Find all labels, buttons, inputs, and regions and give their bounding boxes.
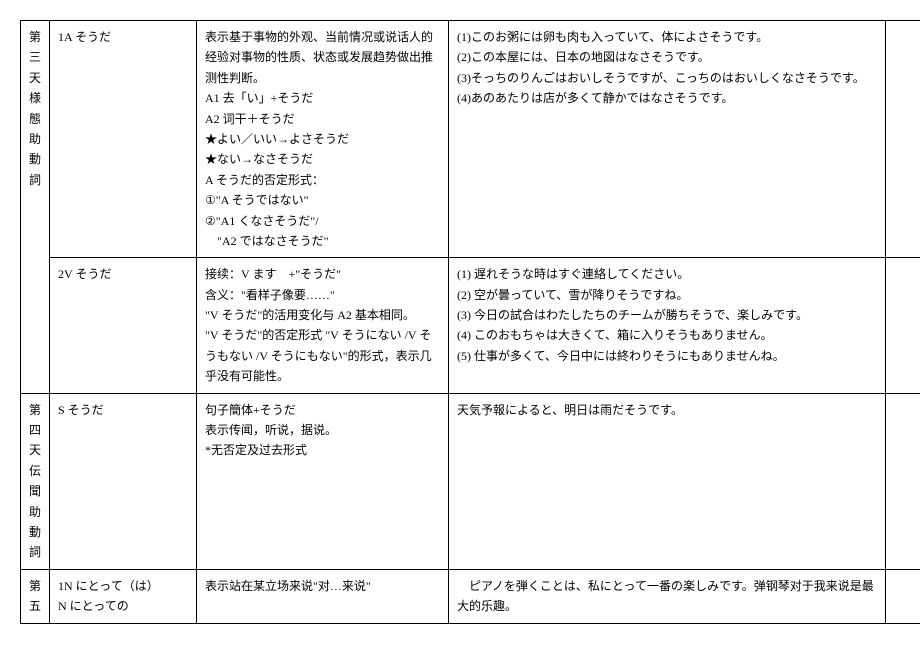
examples-cell: (1) 遅れそうな時はすぐ連絡してください。(2) 空が曇っていて、雪が降りそう… — [449, 258, 886, 393]
empty-cell — [886, 569, 920, 623]
grammar-cell: 接续：V ます +"そうだ"含义："看样子像要……""V そうだ"的活用变化与 … — [197, 258, 449, 393]
table-row: 2V そうだ接续：V ます +"そうだ"含义："看样子像要……""V そうだ"的… — [21, 258, 920, 393]
grammar-cell: 表示基于事物的外观、当前情况或说话人的经验对事物的性质、状态或发展趋势做出推测性… — [197, 21, 449, 258]
examples-cell: 天気予報によると、明日は雨だそうです。 — [449, 393, 886, 569]
day-cell: 第三天様態助動詞 — [21, 21, 50, 394]
table-row: 第五1N にとって（は）N にとっての表示站在某立场来说"对…来说" ピアノを弾… — [21, 569, 920, 623]
table-row: 第三天様態助動詞1A そうだ表示基于事物的外观、当前情况或说话人的经验对事物的性… — [21, 21, 920, 258]
table-row: 第四天伝聞助動詞S そうだ句子簡体+そうだ表示传闻，听说，据说。*无否定及过去形… — [21, 393, 920, 569]
pattern-cell: 1N にとって（は）N にとっての — [50, 569, 197, 623]
empty-cell — [886, 393, 920, 569]
grammar-cell: 表示站在某立场来说"对…来说" — [197, 569, 449, 623]
pattern-cell: 1A そうだ — [50, 21, 197, 258]
pattern-cell: 2V そうだ — [50, 258, 197, 393]
grammar-cell: 句子簡体+そうだ表示传闻，听说，据说。*无否定及过去形式 — [197, 393, 449, 569]
empty-cell — [886, 21, 920, 258]
examples-cell: (1)このお粥には卵も肉も入っていて、体によさそうです。(2)この本屋には、日本… — [449, 21, 886, 258]
empty-cell — [886, 258, 920, 393]
examples-cell: ピアノを弾くことは、私にとって一番の楽しみです。弹钢琴对于我来说是最大的乐趣。 — [449, 569, 886, 623]
day-cell: 第五 — [21, 569, 50, 623]
grammar-table: 第三天様態助動詞1A そうだ表示基于事物的外观、当前情况或说话人的经验对事物的性… — [20, 20, 920, 624]
pattern-cell: S そうだ — [50, 393, 197, 569]
day-cell: 第四天伝聞助動詞 — [21, 393, 50, 569]
